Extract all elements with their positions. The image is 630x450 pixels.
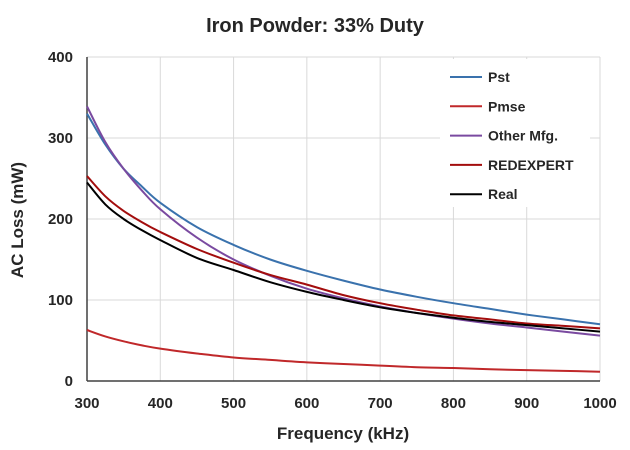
series-line-other-mfg (86, 105, 601, 337)
legend-label: Pmse (488, 98, 526, 114)
y-tick-label: 100 (48, 292, 73, 309)
series-line-redexpert (86, 175, 601, 330)
x-tick-label: 300 (74, 395, 99, 412)
legend-label: REDEXPERT (488, 157, 574, 173)
x-tick-label: 600 (294, 395, 319, 412)
y-tick-label: 0 (65, 373, 73, 390)
y-axis-title: AC Loss (mW) (8, 162, 27, 278)
x-axis-title: Frequency (kHz) (277, 424, 409, 443)
y-tick-label: 200 (48, 211, 73, 228)
x-tick-label: 400 (148, 395, 173, 412)
x-tick-label: 500 (221, 395, 246, 412)
x-tick-label: 800 (441, 395, 466, 412)
series-line-pmse (86, 329, 601, 373)
y-tick-labels: 0 100 200 300 400 (48, 49, 73, 390)
x-tick-label: 900 (514, 395, 539, 412)
x-tick-label: 700 (368, 395, 393, 412)
legend-label: Real (488, 186, 518, 202)
series-line-pst (86, 113, 601, 326)
legend-background (440, 59, 590, 207)
x-tick-labels: 300 400 500 600 700 800 900 1000 (74, 395, 616, 412)
legend-label: Pst (488, 69, 510, 85)
y-tick-label: 300 (48, 130, 73, 147)
legend: Pst Pmse Other Mfg. REDEXPERT Real (440, 59, 590, 207)
chart-title: Iron Powder: 33% Duty (206, 15, 425, 37)
x-tick-label: 1000 (583, 395, 616, 412)
axes (86, 57, 600, 382)
y-tick-label: 400 (48, 49, 73, 66)
series-line-real (86, 181, 601, 333)
series-lines (86, 105, 601, 373)
legend-label: Other Mfg. (488, 128, 558, 144)
